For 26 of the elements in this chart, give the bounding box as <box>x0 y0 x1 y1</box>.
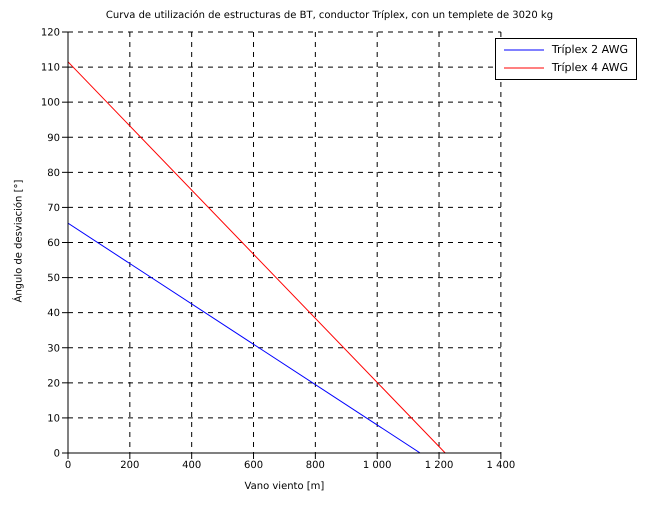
x-tick-label: 1 200 <box>424 460 454 472</box>
x-tick-label: 1 400 <box>486 460 516 472</box>
legend-label: Tríplex 2 AWG <box>552 42 628 58</box>
chart-title: Curva de utilización de estructuras de BT, conductor Tríplex, con un templete de 3020 kg <box>104 10 554 21</box>
y-tick-label: 110 <box>40 62 60 74</box>
y-tick-label: 100 <box>40 98 60 109</box>
y-tick-label: 20 <box>47 378 60 390</box>
x-axis-title: Vano viento [m] <box>244 481 324 492</box>
y-tick-label: 90 <box>47 132 60 144</box>
y-tick-label: 80 <box>47 168 60 179</box>
y-tick-label: 30 <box>47 343 60 354</box>
x-tick-label: 1 000 <box>362 460 392 472</box>
legend-label: Tríplex 4 AWG <box>552 60 628 76</box>
y-tick-label: 0 <box>54 448 60 460</box>
y-tick-label: 70 <box>47 202 60 214</box>
y-tick-label: 60 <box>47 238 60 250</box>
x-tick-label: 600 <box>244 460 264 472</box>
y-tick-label: 120 <box>40 28 60 39</box>
x-tick-label: 800 <box>306 460 325 472</box>
x-tick-label: 0 <box>64 460 72 472</box>
y-tick-label: 10 <box>47 413 60 424</box>
x-tick-label: 200 <box>120 460 140 472</box>
y-tick-label: 40 <box>47 308 60 320</box>
y-axis-title: Ángulo de desviación [°] <box>12 180 25 302</box>
x-tick-label: 400 <box>182 460 202 472</box>
y-tick-label: 50 <box>47 273 60 284</box>
